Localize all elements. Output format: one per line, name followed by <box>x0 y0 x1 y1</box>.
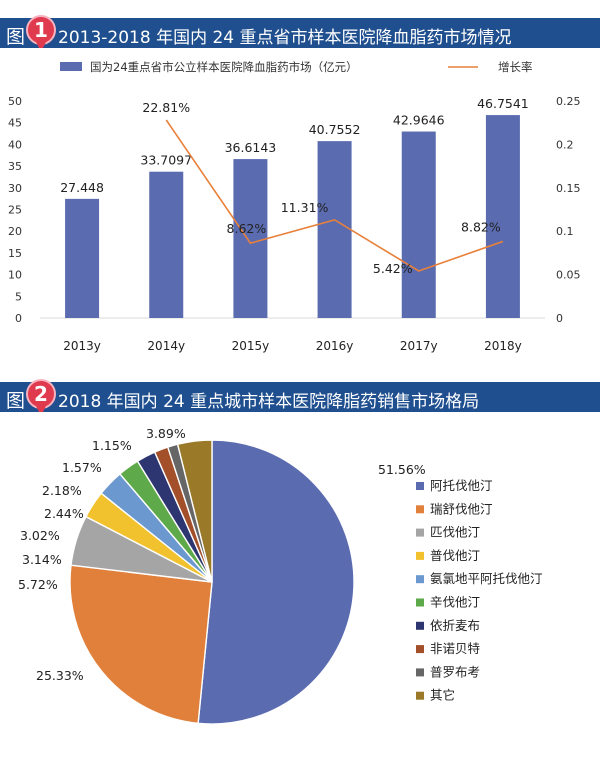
y-tick-label: 10 <box>8 269 22 282</box>
y-tick-label: 5 <box>15 290 22 303</box>
growth-value-label: 8.82% <box>461 219 501 234</box>
pie-chart: 51.56% 25.33% 5.72% 3.14% 3.02% 2.44% 2.18% 1.5… <box>18 426 543 725</box>
pie-value-label: 3.89% <box>146 426 186 441</box>
growth-value-label: 22.81% <box>142 100 190 115</box>
x-tick-label: 2013y <box>63 339 101 353</box>
y2-tick-label: 0.15 <box>556 182 581 195</box>
figure2-title: 2018 年国内 24 重点城市样本医院降脂药销售市场格局 <box>58 392 480 412</box>
pie-value-label: 2.44% <box>44 506 84 521</box>
pie-value-label: 51.56% <box>378 462 426 477</box>
figure2-badge: 2 <box>26 379 56 409</box>
figure2-badge-pin <box>36 406 46 416</box>
figure1-chart-panel: 国为24重点省市公立样本医院降血脂药市场（亿元） 增长率 0 5 10 15 20 25 30 3… <box>0 48 600 373</box>
legend-swatch <box>416 482 424 490</box>
legend-swatch <box>416 505 424 514</box>
pie-slice <box>69 564 213 725</box>
legend-label: 氨氯地平阿托伐他汀 <box>430 571 543 586</box>
combo-bar-line-chart: 国为24重点省市公立样本医院降血脂药市场（亿元） 增长率 0 5 10 15 20 25 30 3… <box>8 60 581 353</box>
legend-label: 其它 <box>430 688 455 703</box>
y2-tick-label: 0 <box>556 312 563 325</box>
legend-swatch <box>416 645 424 654</box>
y-tick-label: 40 <box>8 138 22 151</box>
legend-label: 阿托伐他汀 <box>430 478 493 493</box>
bar <box>149 171 184 318</box>
y2-tick-label: 0.2 <box>556 138 574 151</box>
bar-value-label: 46.7541 <box>477 96 529 111</box>
legend-label-market: 国为24重点省市公立样本医院降血脂药市场（亿元） <box>90 60 358 74</box>
pie-value-label: 3.02% <box>20 528 60 543</box>
legend-swatch <box>416 668 424 677</box>
bar <box>233 159 268 318</box>
y-tick-label: 25 <box>8 204 22 217</box>
legend-label: 依折麦布 <box>430 618 480 633</box>
legend-label: 普罗布考 <box>430 664 480 679</box>
x-tick-label: 2018y <box>484 339 522 353</box>
bar <box>401 131 436 318</box>
y2-tick-label: 0.05 <box>556 269 581 282</box>
y2-tick-label: 0.1 <box>556 225 574 238</box>
pie-slice <box>176 439 213 583</box>
bar-value-label: 36.6143 <box>225 140 277 155</box>
growth-value-label: 8.62% <box>227 221 267 236</box>
figure2-header: 图 2 2018 年国内 24 重点城市样本医院降脂药销售市场格局 <box>0 379 600 416</box>
figure1-header: 图 1 2013-2018 年国内 24 重点省市样本医院降血脂药市场情况 <box>0 15 600 52</box>
growth-value-label: 5.42% <box>373 261 413 276</box>
legend-label-growth: 增长率 <box>498 60 533 74</box>
x-tick-label: 2016y <box>316 339 354 353</box>
bar-value-label: 42.9646 <box>393 113 445 128</box>
pie-value-label: 2.18% <box>42 483 82 498</box>
figure2-chart-panel: 51.56% 25.33% 5.72% 3.14% 3.02% 2.44% 2.18% 1.5… <box>0 412 600 756</box>
bar-value-label: 33.7097 <box>140 153 192 168</box>
y-tick-label: 15 <box>8 247 22 260</box>
legend-swatch <box>416 551 424 560</box>
y-tick-label: 50 <box>8 95 22 108</box>
legend-swatch-market <box>60 62 82 71</box>
legend-label: 匹伐他汀 <box>430 525 480 540</box>
y-tick-label: 35 <box>8 160 22 173</box>
pie-value-label: 1.57% <box>62 460 102 475</box>
y-tick-label: 20 <box>8 225 22 238</box>
pie-slice <box>197 439 355 725</box>
y-tick-label: 30 <box>8 182 22 195</box>
figure1-label: 图 <box>6 26 26 48</box>
bar <box>317 141 352 318</box>
x-tick-label: 2014y <box>147 339 185 353</box>
pie-value-label: 5.72% <box>18 577 58 592</box>
pie-value-label: 3.14% <box>22 552 62 567</box>
figure1-badge-pin <box>36 42 46 52</box>
x-tick-label: 2015y <box>232 339 270 353</box>
legend-swatch <box>416 575 424 584</box>
pie-value-label: 1.15% <box>92 438 132 453</box>
bar <box>485 115 520 318</box>
pie-value-label: 25.33% <box>36 668 84 683</box>
legend-label: 普伐他汀 <box>430 548 480 563</box>
bar <box>65 198 100 318</box>
legend-swatch <box>416 598 424 607</box>
y-tick-label: 45 <box>8 117 22 130</box>
figure1-badge: 1 <box>26 15 56 45</box>
legend-swatch <box>416 691 424 700</box>
legend-label: 辛伐他汀 <box>430 595 480 610</box>
y-tick-label: 0 <box>15 312 22 325</box>
growth-rate-line <box>165 119 504 272</box>
figure1-title: 2013-2018 年国内 24 重点省市样本医院降血脂药市场情况 <box>58 28 512 48</box>
y2-tick-label: 0.25 <box>556 95 581 108</box>
figure2-label: 图 <box>6 390 26 412</box>
bar-value-label: 40.7552 <box>309 122 361 137</box>
x-tick-label: 2017y <box>400 339 438 353</box>
legend-label: 非诺贝特 <box>430 641 480 656</box>
legend-swatch <box>416 528 424 537</box>
legend-label: 瑞舒伐他汀 <box>430 501 493 516</box>
growth-value-label: 11.31% <box>281 200 329 215</box>
bar-value-label: 27.448 <box>60 180 104 195</box>
legend-swatch <box>416 621 424 630</box>
